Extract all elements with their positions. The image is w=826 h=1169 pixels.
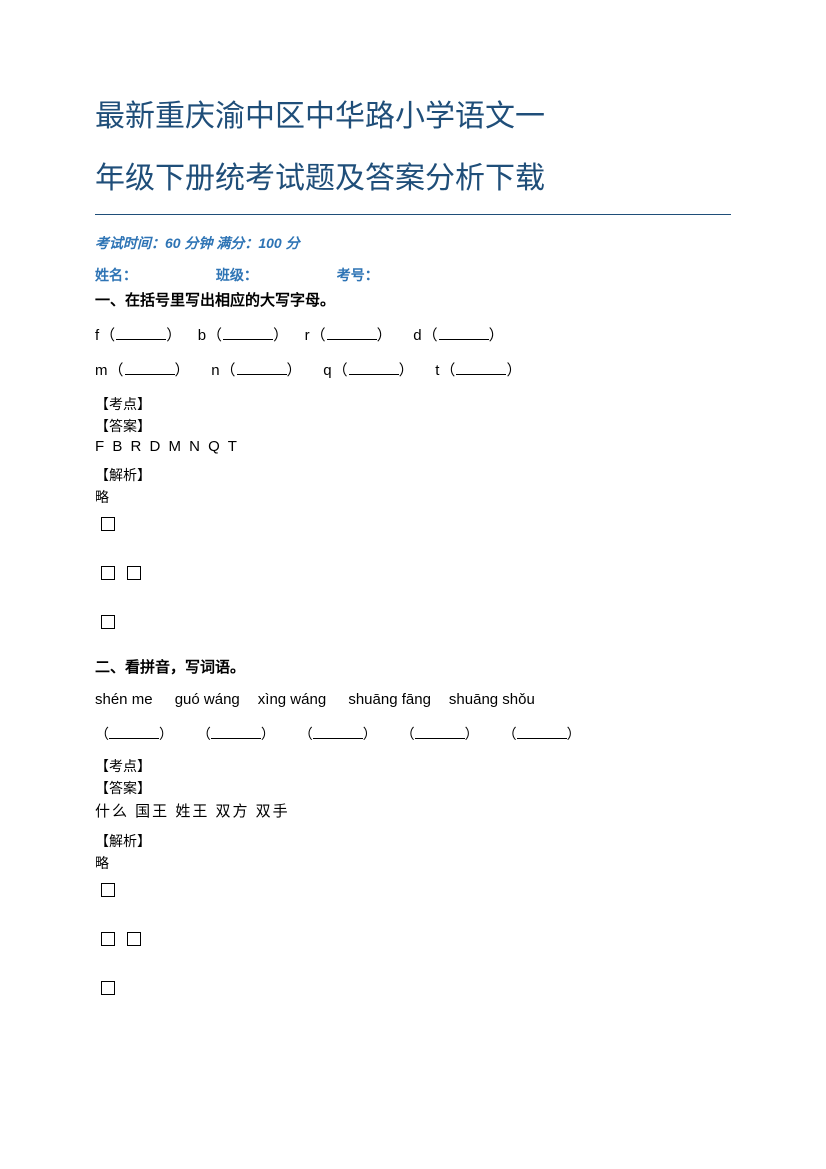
q1-lue: 略 [95, 487, 731, 507]
box-row [95, 924, 731, 965]
blank [223, 326, 273, 340]
q1-kaodian: 【考点】 [95, 394, 731, 414]
box-icon [101, 981, 115, 995]
q2-blanks: （） （） （） （） （） [95, 724, 731, 744]
blank [456, 361, 506, 375]
box-row [95, 875, 731, 916]
box-icon [127, 932, 141, 946]
box-icon [101, 883, 115, 897]
paren-blank: （） [299, 726, 377, 742]
exam-info: 考试时间：60 分钟 满分：100 分 [95, 233, 731, 253]
q1-r1-d: d [413, 327, 422, 344]
id-label: 考号： [337, 267, 379, 283]
box-icon [101, 615, 115, 629]
paren-blank: （） [401, 726, 479, 742]
q1-jiexi: 【解析】 [95, 465, 731, 485]
student-info: 姓名： 班级： 考号： [95, 265, 731, 285]
q1-answer: F B R D M N Q T [95, 438, 731, 455]
pinyin-c: xìng wáng [258, 691, 326, 708]
name-label: 姓名： [95, 267, 137, 283]
q2-pinyin: shén me guó wáng xìng wáng shuāng fāng shu… [95, 691, 731, 708]
box-icon [127, 566, 141, 580]
q1-r1-c: r [305, 327, 311, 344]
box-icon [101, 566, 115, 580]
q2-kaodian: 【考点】 [95, 756, 731, 776]
blank [116, 326, 166, 340]
blank [327, 326, 377, 340]
blank [237, 361, 287, 375]
q1-daan: 【答案】 [95, 416, 731, 436]
box-row [95, 509, 731, 550]
doc-title-line2: 年级下册统考试题及答案分析下载 [95, 152, 731, 206]
q1-heading: 一、在括号里写出相应的大写字母。 [95, 289, 731, 310]
q2-jiexi: 【解析】 [95, 831, 731, 851]
q1-row2: m（） n（） q（） t（） [95, 359, 731, 380]
class-label: 班级： [216, 267, 258, 283]
box-row [95, 973, 731, 1014]
q2-answer: 什么 国王 姓王 双方 双手 [95, 800, 731, 821]
paren-blank: （） [95, 726, 173, 742]
paren-blank: （） [197, 726, 275, 742]
box-icon [101, 517, 115, 531]
box-row [95, 607, 731, 648]
title-underline [95, 214, 731, 215]
q1-r2-c: q [323, 362, 332, 379]
q2-daan: 【答案】 [95, 778, 731, 798]
q1-r2-b: n [211, 362, 220, 379]
box-icon [101, 932, 115, 946]
q1-r1-a: f [95, 327, 100, 344]
paren-blank: （） [503, 726, 581, 742]
q1-r1-b: b [198, 327, 207, 344]
q2-lue: 略 [95, 853, 731, 873]
blank [125, 361, 175, 375]
blank [349, 361, 399, 375]
q1-r2-d: t [435, 362, 440, 379]
doc-title-line1: 最新重庆渝中区中华路小学语文一 [95, 90, 731, 144]
blank [439, 326, 489, 340]
q1-row1: f（） b（） r（） d（） [95, 324, 731, 345]
pinyin-e: shuāng shǒu [449, 691, 535, 708]
q2-heading: 二、看拼音，写词语。 [95, 656, 731, 677]
pinyin-b: guó wáng [175, 691, 240, 708]
box-row [95, 558, 731, 599]
pinyin-d: shuāng fāng [348, 691, 431, 708]
pinyin-a: shén me [95, 691, 153, 708]
q1-r2-a: m [95, 362, 109, 379]
